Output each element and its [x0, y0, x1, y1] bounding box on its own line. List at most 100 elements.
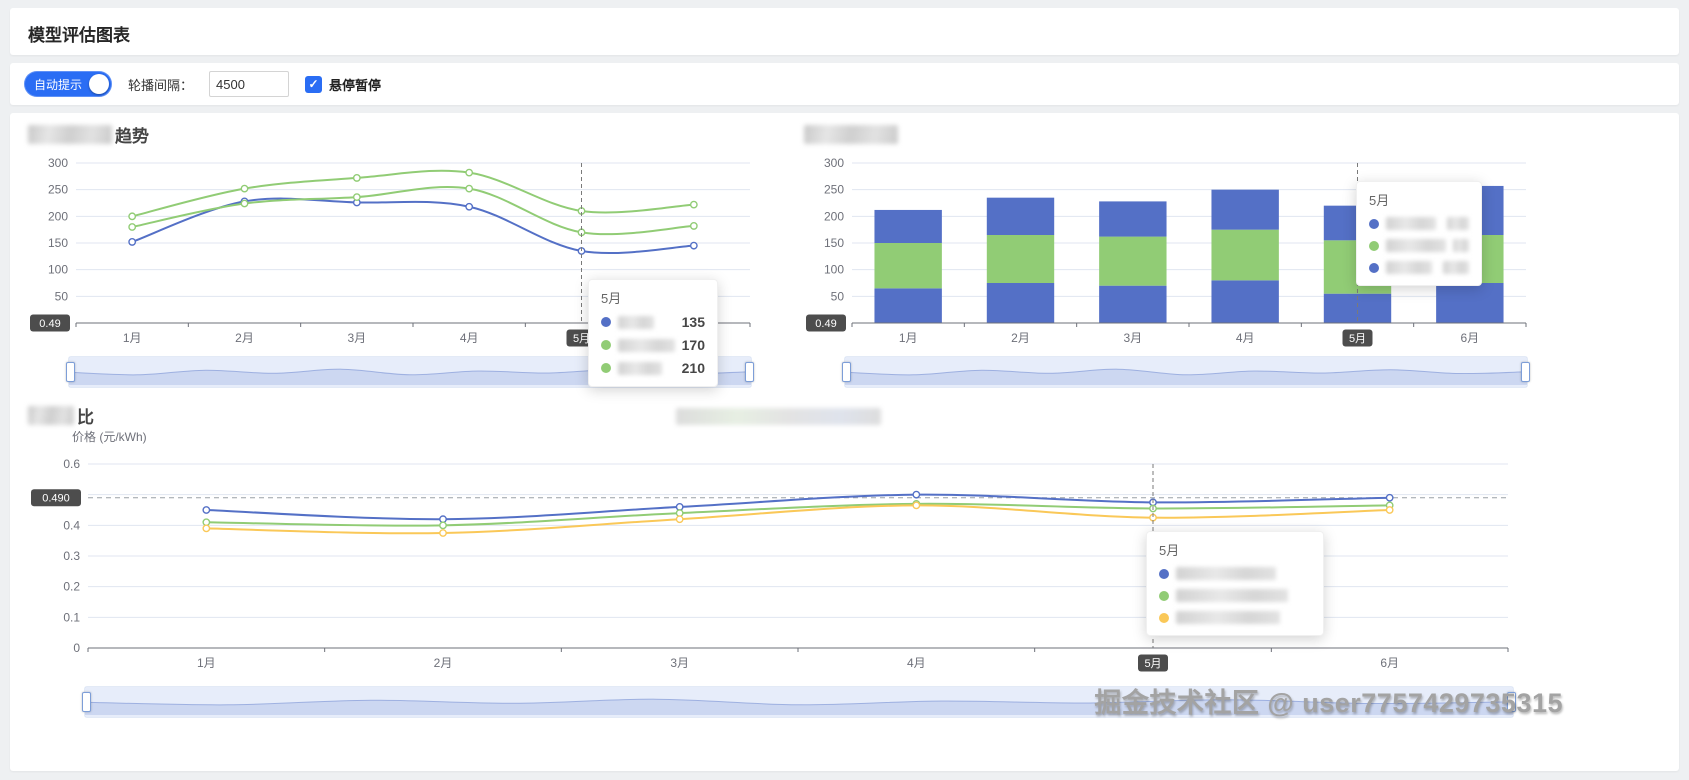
svg-text:100: 100	[48, 263, 68, 277]
redacted-title-text	[28, 405, 74, 425]
svg-text:150: 150	[824, 236, 844, 250]
svg-text:5月: 5月	[1144, 658, 1161, 670]
tooltip-title: 5月	[1159, 543, 1180, 558]
stack-chart-title	[804, 121, 1544, 147]
redacted-series-label	[1176, 589, 1288, 602]
datazoom-right-handle[interactable]	[745, 362, 754, 382]
datazoom-right-handle[interactable]	[1521, 362, 1530, 382]
svg-text:250: 250	[824, 183, 844, 197]
series-dot-icon	[1369, 218, 1379, 229]
redacted-series-label	[1176, 611, 1280, 624]
svg-text:0.1: 0.1	[63, 610, 80, 624]
svg-text:300: 300	[48, 156, 68, 170]
datazoom-left-handle[interactable]	[66, 362, 75, 382]
auto-tooltip-switch[interactable]: 自动提示	[24, 71, 113, 97]
svg-text:0.6: 0.6	[63, 457, 80, 471]
series-dot-icon	[601, 340, 611, 350]
interval-input[interactable]	[209, 71, 290, 97]
hover-pause-label: 悬停暂停	[329, 77, 382, 93]
charts-area: 趋势 50 100 150 200 250 300 1月 2月 3月 4月 5月 6月 0.49 5月 1…	[10, 113, 1679, 771]
redacted-title-text	[28, 124, 112, 144]
switch-knob-icon	[89, 74, 110, 94]
redacted-series-label	[618, 338, 675, 352]
stack-datazoom-slider[interactable]	[842, 356, 1530, 388]
redacted-title-text	[804, 124, 898, 144]
series-dot-icon	[1369, 262, 1379, 273]
tooltip-row	[1369, 260, 1469, 275]
datazoom-left-handle[interactable]	[82, 692, 91, 712]
svg-text:0.49: 0.49	[815, 318, 836, 330]
datazoom-left-handle[interactable]	[842, 362, 851, 382]
tooltip-row: 210	[601, 360, 705, 376]
redacted-legend	[676, 408, 881, 425]
top-charts-row: 趋势 50 100 150 200 250 300 1月 2月 3月 4月 5月 6月 0.49 5月 1…	[28, 121, 1661, 388]
price-line-chart: 比 价格 (元/kWh) 0 0.1 0.2 0.3 0.4 0.6 1月 2月 3月 4月 5月 6…	[28, 402, 1528, 718]
tooltip-row: 170	[601, 337, 705, 353]
svg-text:250: 250	[48, 183, 68, 197]
checkbox-checked-icon[interactable]: ✓	[305, 75, 323, 93]
svg-text:0: 0	[73, 641, 80, 655]
svg-text:6月: 6月	[1460, 331, 1479, 345]
page-header: 模型评估图表	[10, 8, 1679, 55]
svg-text:0.3: 0.3	[63, 549, 80, 563]
interval-label: 轮播间隔：	[128, 77, 194, 93]
svg-text:1月: 1月	[123, 331, 142, 345]
tooltip-value: 210	[681, 360, 705, 376]
tooltip-title: 5月	[1369, 193, 1390, 208]
chart-tooltip: 5月 135 170 210	[588, 279, 718, 387]
chart-tooltip: 5月	[1356, 181, 1482, 286]
tooltip-value: 170	[681, 337, 705, 353]
hover-pause-option[interactable]: ✓ 悬停暂停	[305, 75, 381, 94]
toolbar: 自动提示 轮播间隔： ✓ 悬停暂停	[10, 63, 1679, 105]
series-dot-icon	[1369, 240, 1379, 251]
redacted-series-label	[1386, 217, 1436, 230]
watermark: 掘金技术社区 @ user7757429735315	[1094, 688, 1563, 718]
tooltip-row	[1159, 588, 1311, 603]
price-datazoom-slider[interactable]	[82, 686, 1516, 718]
svg-text:3月: 3月	[670, 656, 689, 670]
page-title: 模型评估图表	[28, 26, 130, 45]
svg-text:0.490: 0.490	[42, 493, 70, 505]
stacked-bar-chart: 50 100 150 200 250 300 1月 2月 3月 4月 5月 6月 0.49 5月	[804, 121, 1544, 388]
chart-tooltip: 5月	[1146, 531, 1324, 636]
redacted-tooltip-value	[1447, 217, 1469, 230]
price-chart-canvas[interactable]: 0 0.1 0.2 0.3 0.4 0.6 1月 2月 3月 4月 5月 6月 0.490	[28, 444, 1528, 682]
tooltip-value: 135	[681, 314, 705, 330]
redacted-series-label	[618, 315, 654, 329]
redacted-tooltip-value	[1443, 261, 1469, 274]
svg-text:50: 50	[831, 289, 845, 303]
redacted-series-label	[1386, 239, 1446, 252]
redacted-series-label	[618, 361, 662, 375]
series-dot-icon	[1159, 612, 1169, 623]
datazoom-right-handle[interactable]	[1507, 692, 1516, 712]
svg-text:4月: 4月	[1236, 331, 1255, 345]
tooltip-row	[1369, 238, 1469, 253]
series-dot-icon	[601, 317, 611, 327]
tooltip-row	[1159, 566, 1311, 581]
svg-text:3月: 3月	[1123, 331, 1142, 345]
svg-text:5月: 5月	[573, 333, 590, 345]
auto-tooltip-switch-label: 自动提示	[34, 77, 83, 92]
tooltip-title: 5月	[601, 291, 622, 306]
price-y-axis-title: 价格 (元/kWh)	[72, 430, 147, 444]
trend-chart-title: 趋势	[28, 121, 768, 147]
svg-text:2月: 2月	[434, 656, 453, 670]
redacted-tooltip-value	[1453, 239, 1469, 252]
svg-text:4月: 4月	[460, 331, 479, 345]
svg-text:2月: 2月	[1011, 331, 1030, 345]
svg-text:1月: 1月	[197, 656, 216, 670]
redacted-series-label	[1176, 567, 1276, 580]
svg-text:0.2: 0.2	[63, 580, 80, 594]
svg-text:5月: 5月	[1349, 333, 1366, 345]
redacted-series-label	[1386, 261, 1432, 274]
svg-text:4月: 4月	[907, 656, 926, 670]
svg-text:150: 150	[48, 236, 68, 250]
svg-text:0.4: 0.4	[63, 518, 80, 532]
svg-text:200: 200	[824, 209, 844, 223]
svg-text:1月: 1月	[899, 331, 918, 345]
trend-title-visible-text: 趋势	[115, 126, 149, 146]
svg-text:2月: 2月	[235, 331, 254, 345]
